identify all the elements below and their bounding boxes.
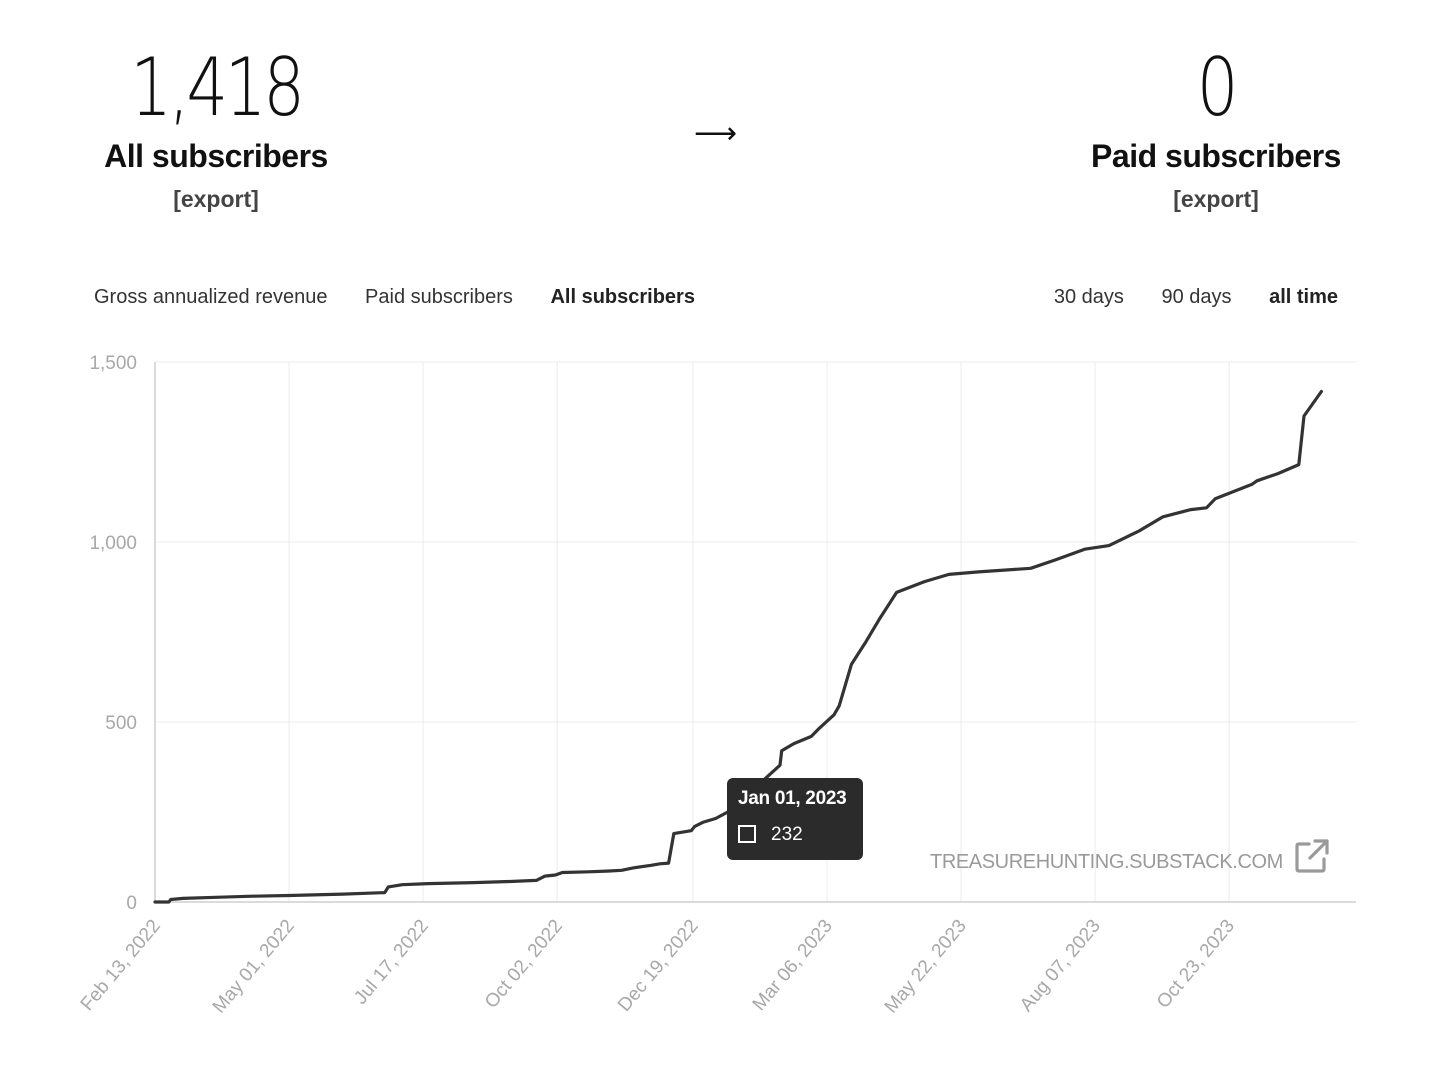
x-tick-label: Feb 13, 2022 bbox=[77, 916, 165, 1015]
arrow-right-icon: ⟶ bbox=[694, 117, 738, 150]
tab-paid-subscribers[interactable]: Paid subscribers bbox=[365, 286, 513, 308]
range-tabs: 30 days 90 days all time bbox=[1022, 286, 1338, 309]
tab-30-days[interactable]: 30 days bbox=[1053, 286, 1124, 308]
tooltip-value: 232 bbox=[771, 824, 803, 845]
tab-90-days[interactable]: 90 days bbox=[1161, 286, 1232, 308]
all-subscribers-count: 1,418 bbox=[130, 41, 305, 134]
subscriber-line-chart[interactable]: 0 500 1,000 1,500 Feb 13, 2022 May 01, 2022 Ju… bbox=[0, 340, 1456, 1060]
metric-tabs: Gross annualized revenue Paid subscriber… bbox=[94, 286, 727, 309]
tab-gross-annualized-revenue[interactable]: Gross annualized revenue bbox=[94, 286, 328, 308]
all-subscribers-stat: 1,418 All subscribers [export] bbox=[96, 40, 336, 216]
tab-all-time[interactable]: all time bbox=[1269, 286, 1338, 308]
y-tick-label: 1,000 bbox=[89, 533, 137, 554]
chart-tooltip: Jan 01, 2023 232 bbox=[727, 778, 863, 860]
y-tick-label: 1,500 bbox=[89, 353, 137, 374]
tab-all-subscribers[interactable]: All subscribers bbox=[550, 286, 695, 308]
tooltip-series-swatch bbox=[738, 825, 756, 843]
y-tick-label: 500 bbox=[105, 713, 137, 734]
paid-subscribers-stat: 0 Paid subscribers [export] bbox=[1084, 40, 1348, 216]
x-tick-label: Aug 07, 2023 bbox=[1016, 916, 1105, 1016]
x-tick-label: Oct 02, 2022 bbox=[481, 916, 567, 1013]
x-tick-label: Oct 23, 2023 bbox=[1153, 916, 1239, 1013]
x-tick-label: May 22, 2023 bbox=[881, 916, 971, 1018]
x-tick-label: Dec 19, 2022 bbox=[614, 916, 703, 1016]
external-link-icon[interactable] bbox=[1294, 838, 1330, 874]
export-all-subscribers-link[interactable]: [export] bbox=[173, 186, 259, 212]
x-tick-label: Mar 06, 2023 bbox=[749, 916, 837, 1015]
all-subscribers-label: All subscribers bbox=[104, 138, 328, 174]
paid-subscribers-count: 0 bbox=[1196, 41, 1239, 134]
tooltip-date: Jan 01, 2023 bbox=[738, 788, 847, 809]
paid-subscribers-label: Paid subscribers bbox=[1091, 138, 1341, 174]
y-tick-label: 0 bbox=[126, 893, 137, 914]
x-tick-label: May 01, 2022 bbox=[209, 916, 299, 1018]
x-tick-label: Jul 17, 2022 bbox=[350, 916, 433, 1009]
export-paid-subscribers-link[interactable]: [export] bbox=[1173, 186, 1259, 212]
substack-watermark: TREASUREHUNTING.SUBSTACK.COM bbox=[930, 851, 1283, 873]
